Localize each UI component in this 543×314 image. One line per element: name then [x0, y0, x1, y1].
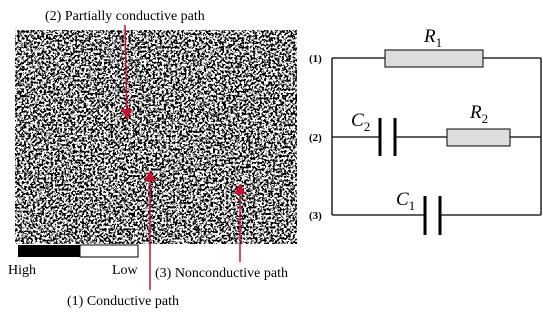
- resistor: [385, 50, 483, 67]
- branch-label: (1): [309, 53, 322, 65]
- circuit: (1) (2) (3) R1 C2 R2 C1: [309, 26, 541, 235]
- subscript: 1: [409, 198, 416, 213]
- subscript: 1: [436, 35, 443, 50]
- symbol: R: [469, 102, 482, 123]
- component-label: C1: [396, 189, 415, 213]
- annotation: (3) Nonconductive path: [155, 266, 288, 281]
- annotation: (2) Partially conductive path: [45, 9, 205, 24]
- symbol: R: [423, 26, 436, 47]
- symbol: C: [351, 110, 364, 131]
- figure: High Low (2) Partially conductive path (…: [0, 0, 543, 314]
- resistor: [447, 129, 510, 146]
- conductivity-map: [15, 30, 297, 244]
- scale-label: High: [8, 263, 36, 278]
- scale-label: Low: [112, 263, 139, 278]
- annotation: (1) Conductive path: [67, 294, 179, 309]
- branch-label: (2): [309, 132, 322, 144]
- scale-high: [18, 245, 80, 257]
- component-label: R2: [469, 102, 488, 126]
- subscript: 2: [364, 119, 371, 134]
- symbol: C: [396, 189, 409, 210]
- component-label: C2: [351, 110, 370, 134]
- component-label: R1: [423, 26, 442, 50]
- subscript: 2: [482, 111, 489, 126]
- scale-low: [80, 245, 138, 257]
- branch-label: (3): [309, 210, 322, 222]
